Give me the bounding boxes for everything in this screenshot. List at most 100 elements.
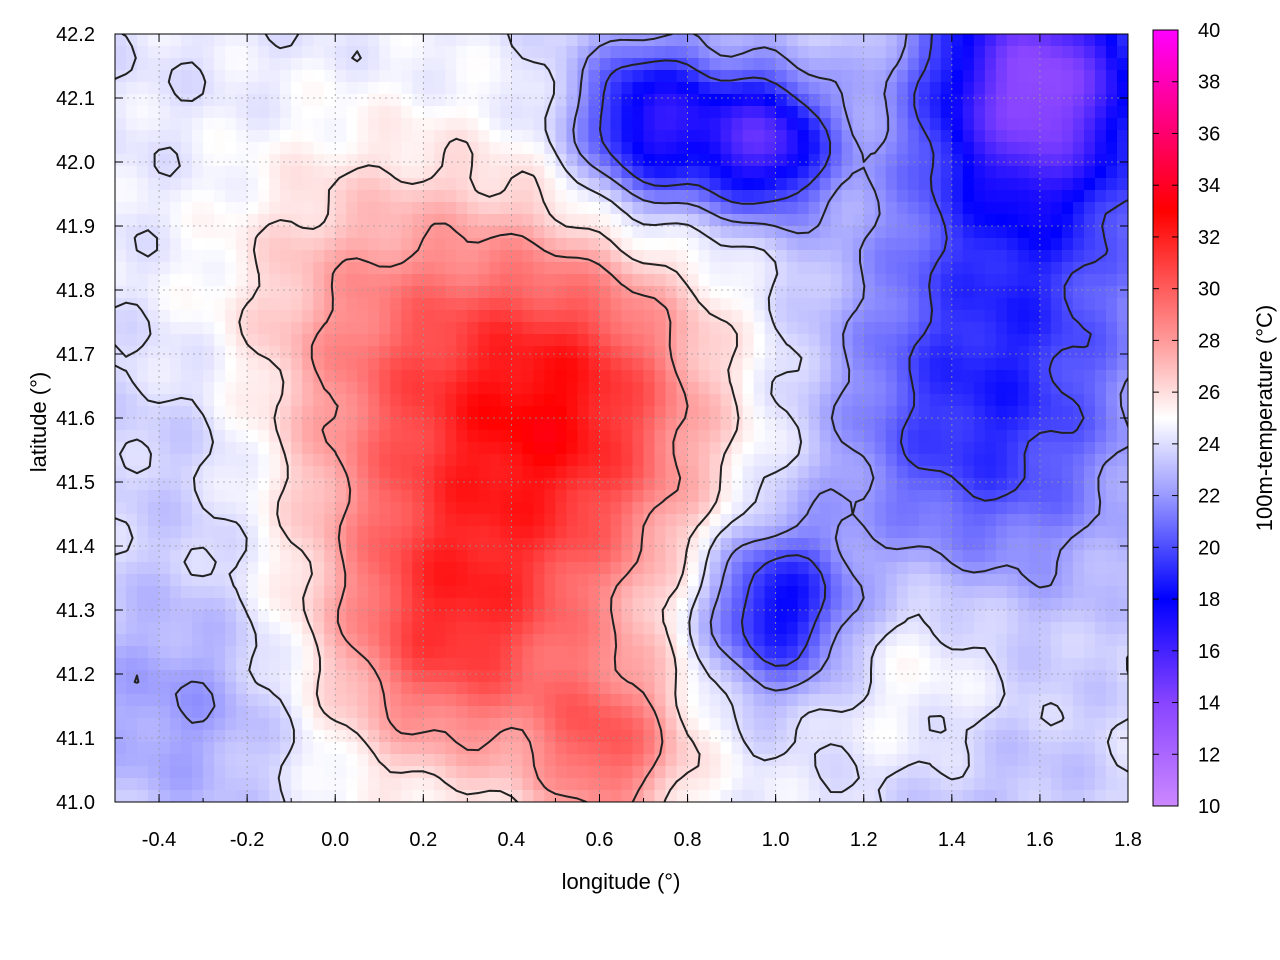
heatmap-cell: [720, 526, 733, 539]
heatmap-cell: [423, 610, 435, 623]
heatmap-cell: [269, 490, 281, 503]
heatmap-cell: [1039, 250, 1052, 263]
heatmap-cell: [720, 154, 733, 167]
heatmap-cell: [390, 166, 402, 179]
heatmap-cell: [610, 598, 623, 611]
heatmap-cell: [313, 550, 325, 563]
heatmap-cell: [313, 238, 325, 251]
heatmap-cell: [346, 550, 358, 563]
heatmap-cell: [830, 490, 843, 503]
heatmap-cell: [511, 154, 523, 167]
heatmap-cell: [511, 70, 523, 83]
heatmap-cell: [566, 190, 579, 203]
heatmap-cell: [225, 82, 237, 95]
heatmap-cell: [984, 310, 997, 323]
heatmap-cell: [181, 622, 193, 635]
heatmap-cell: [225, 418, 237, 431]
heatmap-cell: [181, 250, 193, 263]
heatmap-cell: [841, 238, 854, 251]
heatmap-cell: [412, 430, 424, 443]
heatmap-cell: [203, 442, 215, 455]
heatmap-cell: [940, 154, 953, 167]
heatmap-cell: [764, 142, 777, 155]
heatmap-cell: [258, 538, 270, 551]
heatmap-cell: [302, 166, 314, 179]
heatmap-cell: [753, 238, 766, 251]
heatmap-cell: [599, 394, 612, 407]
heatmap-cell: [819, 298, 832, 311]
heatmap-cell: [588, 574, 601, 587]
heatmap-cell: [797, 238, 810, 251]
heatmap-cell: [159, 442, 171, 455]
heatmap-cell: [566, 238, 579, 251]
heatmap-cell: [423, 370, 435, 383]
heatmap-cell: [346, 202, 358, 215]
heatmap-cell: [445, 334, 457, 347]
heatmap-cell: [621, 82, 634, 95]
heatmap-cell: [467, 238, 479, 251]
heatmap-cell: [456, 514, 468, 527]
heatmap-cell: [335, 106, 347, 119]
heatmap-cell: [467, 130, 479, 143]
heatmap-cell: [379, 598, 391, 611]
heatmap-cell: [1105, 562, 1118, 575]
heatmap-cell: [643, 106, 656, 119]
heatmap-cell: [192, 478, 204, 491]
heatmap-cell: [577, 658, 590, 671]
heatmap-cell: [896, 454, 909, 467]
heatmap-cell: [115, 34, 127, 47]
heatmap-cell: [544, 550, 557, 563]
heatmap-cell: [412, 622, 424, 635]
heatmap-cell: [170, 34, 182, 47]
heatmap-cell: [489, 646, 501, 659]
heatmap-cell: [764, 418, 777, 431]
heatmap-cell: [544, 466, 557, 479]
heatmap-cell: [984, 46, 997, 59]
heatmap-cell: [1094, 58, 1107, 71]
heatmap-cell: [368, 106, 380, 119]
heatmap-cell: [170, 610, 182, 623]
heatmap-cell: [907, 238, 920, 251]
heatmap-cell: [137, 610, 149, 623]
heatmap-cell: [929, 70, 942, 83]
heatmap-cell: [412, 70, 424, 83]
heatmap-cell: [522, 574, 535, 587]
heatmap-cell: [115, 118, 127, 131]
heatmap-cell: [907, 346, 920, 359]
heatmap-cell: [665, 586, 678, 599]
heatmap-cell: [643, 442, 656, 455]
heatmap-cell: [192, 46, 204, 59]
heatmap-cell: [258, 46, 270, 59]
heatmap-cell: [368, 166, 380, 179]
heatmap-cell: [1006, 274, 1019, 287]
heatmap-cell: [258, 70, 270, 83]
heatmap-cell: [159, 178, 171, 191]
heatmap-cell: [456, 310, 468, 323]
heatmap-cell: [577, 490, 590, 503]
heatmap-cell: [720, 610, 733, 623]
heatmap-cell: [258, 34, 270, 47]
heatmap-cell: [1006, 226, 1019, 239]
heatmap-cell: [412, 502, 424, 515]
heatmap-cell: [1039, 274, 1052, 287]
heatmap-cell: [269, 154, 281, 167]
heatmap-cell: [280, 502, 292, 515]
heatmap-cell: [478, 430, 490, 443]
heatmap-cell: [1028, 118, 1041, 131]
heatmap-cell: [786, 70, 799, 83]
heatmap-cell: [1050, 178, 1063, 191]
heatmap-cell: [500, 154, 512, 167]
heatmap-cell: [764, 526, 777, 539]
heatmap-cell: [225, 382, 237, 395]
heatmap-cell: [665, 646, 678, 659]
heatmap-cell: [401, 106, 413, 119]
heatmap-cell: [181, 34, 193, 47]
heatmap-cell: [1072, 490, 1085, 503]
heatmap-cell: [445, 358, 457, 371]
heatmap-cell: [269, 190, 281, 203]
heatmap-cell: [544, 538, 557, 551]
heatmap-cell: [489, 238, 501, 251]
heatmap-cell: [610, 394, 623, 407]
heatmap-cell: [962, 166, 975, 179]
heatmap-cell: [214, 70, 226, 83]
